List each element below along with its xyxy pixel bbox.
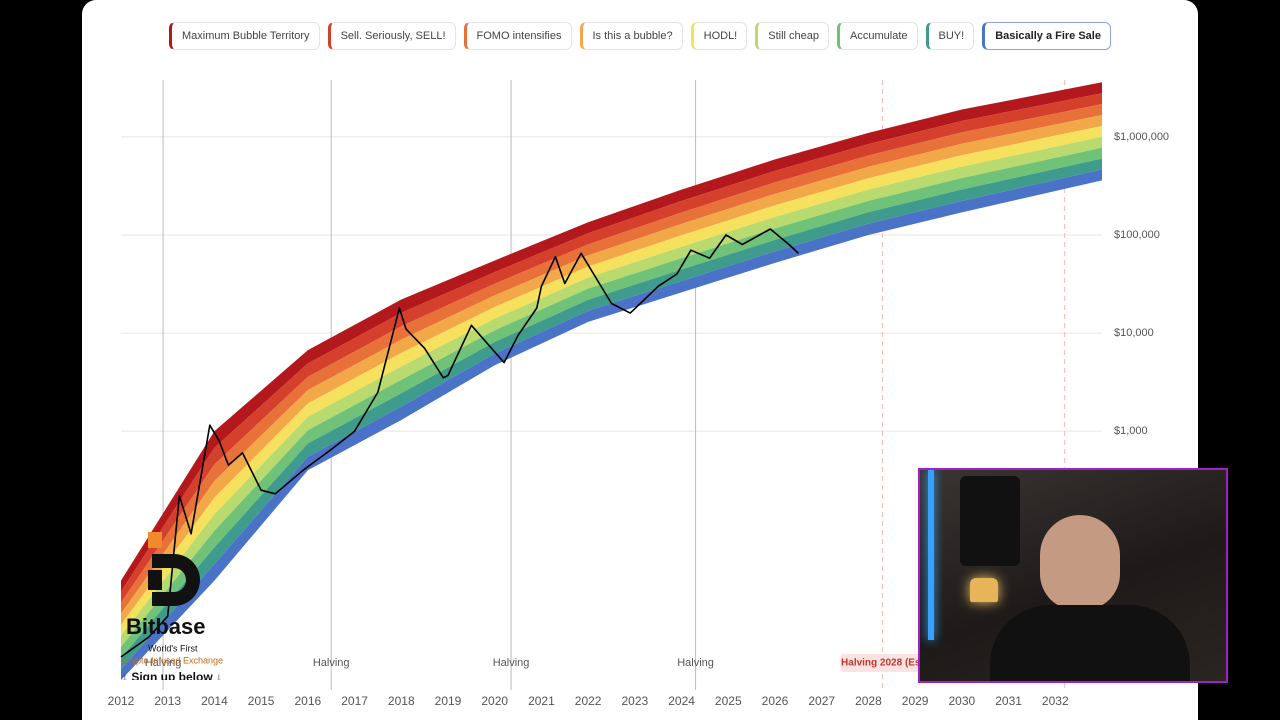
light-strip [928, 470, 934, 640]
x-tick-label: 2023 [622, 694, 649, 708]
y-tick-label: $1,000,000 [1114, 131, 1169, 143]
x-tick-label: 2015 [248, 694, 275, 708]
y-tick-label: $100,000 [1114, 229, 1160, 241]
x-tick-label: 2022 [575, 694, 602, 708]
person-head [1040, 515, 1120, 610]
x-tick-label: 2018 [388, 694, 415, 708]
halving-label: Halving [493, 657, 530, 669]
halving-label: Halving [313, 657, 350, 669]
x-tick-label: 2032 [1042, 694, 1069, 708]
legend-button[interactable]: Sell. Seriously, SELL! [327, 22, 456, 50]
logo-square [148, 532, 162, 548]
x-tick-label: 2030 [949, 694, 976, 708]
logo-bar [148, 570, 162, 590]
x-tick-label: 2025 [715, 694, 742, 708]
brand-logo: Bitbase World's First Crypto Infused Exc… [118, 530, 248, 685]
y-tick-label: $1,000 [1114, 425, 1148, 437]
person-body [990, 605, 1190, 681]
cta: ↓ Sign up below ↓ [122, 670, 222, 680]
legend-button[interactable]: HODL! [690, 22, 748, 50]
legend-button[interactable]: Basically a Fire Sale [982, 22, 1111, 50]
lamp [970, 578, 998, 602]
logo-mark: Bitbase World's First Crypto Infused Exc… [122, 532, 223, 684]
brand-name: Bitbase [126, 614, 205, 639]
y-tick-label: $10,000 [1114, 327, 1154, 339]
x-tick-label: 2013 [154, 694, 181, 708]
x-tick-label: 2020 [481, 694, 508, 708]
label-bg [840, 654, 925, 672]
x-tick-label: 2024 [668, 694, 695, 708]
x-tick-label: 2028 [855, 694, 882, 708]
x-tick-label: 2031 [995, 694, 1022, 708]
legend-button[interactable]: Still cheap [755, 22, 830, 50]
tagline: World's First [148, 643, 198, 653]
x-tick-label: 2014 [201, 694, 228, 708]
x-tick-label: 2026 [762, 694, 789, 708]
x-tick-label: 2019 [435, 694, 462, 708]
halving-label: Halving [145, 657, 182, 669]
legend-button[interactable]: Maximum Bubble Territory [169, 22, 320, 50]
x-tick-label: 2012 [108, 694, 135, 708]
x-tick-label: 2029 [902, 694, 929, 708]
logo-d [152, 554, 200, 606]
legend-button[interactable]: Accumulate [837, 22, 918, 50]
x-tick-label: 2016 [295, 694, 322, 708]
x-tick-label: 2017 [341, 694, 368, 708]
halving-label: Halving 2028 (Est [841, 658, 924, 669]
legend-button[interactable]: FOMO intensifies [463, 22, 572, 50]
price-line [120, 228, 799, 658]
legend-button[interactable]: BUY! [925, 22, 975, 50]
webcam-overlay [918, 468, 1228, 683]
shirt [960, 476, 1020, 566]
halving-label: Halving [677, 657, 714, 669]
legend: Maximum Bubble Territory Sell. Seriously,… [0, 22, 1280, 50]
x-tick-label: 2027 [808, 694, 835, 708]
legend-button[interactable]: Is this a bubble? [579, 22, 683, 50]
tagline: Crypto Infused Exchange [122, 655, 223, 665]
x-tick-label: 2021 [528, 694, 555, 708]
